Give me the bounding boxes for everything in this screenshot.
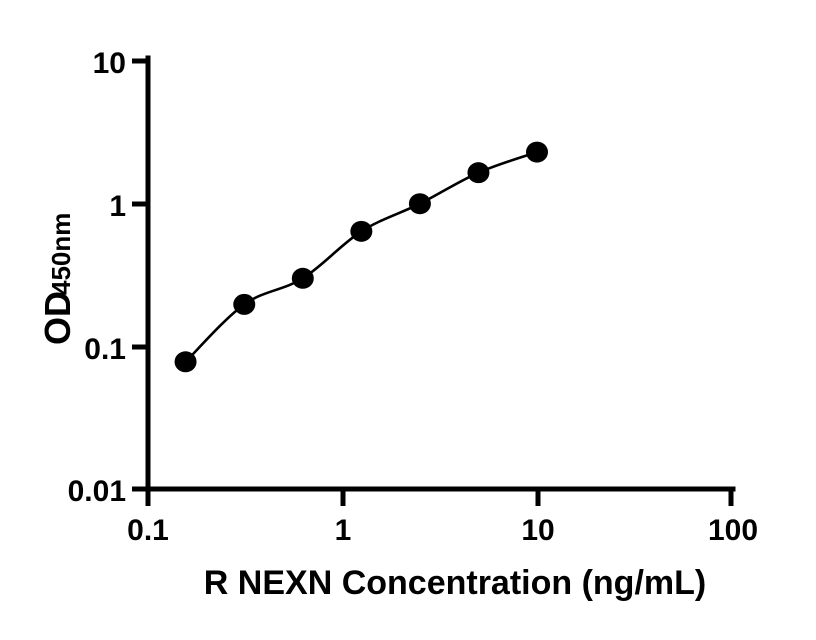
data-point <box>174 351 197 373</box>
data-point <box>291 267 314 289</box>
y-axis-title-sub: 450nm <box>46 213 76 295</box>
x-axis-title: R NEXN Concentration (ng/mL) <box>204 564 706 602</box>
y-axis-title: OD 450nm <box>37 213 78 345</box>
y-tick-label-1: 1 <box>109 190 126 223</box>
data-point <box>408 193 431 215</box>
x-tick-label-1: 1 <box>335 514 352 547</box>
data-points-group <box>174 141 548 373</box>
y-tick-label-0.1: 0.1 <box>84 333 126 366</box>
data-point <box>526 141 548 163</box>
fit-curve <box>184 150 539 364</box>
y-tick-label-0.01: 0.01 <box>68 475 126 508</box>
x-tick-label-10: 10 <box>521 514 554 547</box>
y-axis-title-main: OD <box>37 291 78 345</box>
data-point <box>350 220 373 242</box>
x-tick-label-0.1: 0.1 <box>127 514 169 547</box>
data-point <box>467 162 490 184</box>
y-tick-label-10: 10 <box>93 47 126 80</box>
data-point <box>233 293 256 315</box>
x-tick-label-100: 100 <box>708 514 758 547</box>
